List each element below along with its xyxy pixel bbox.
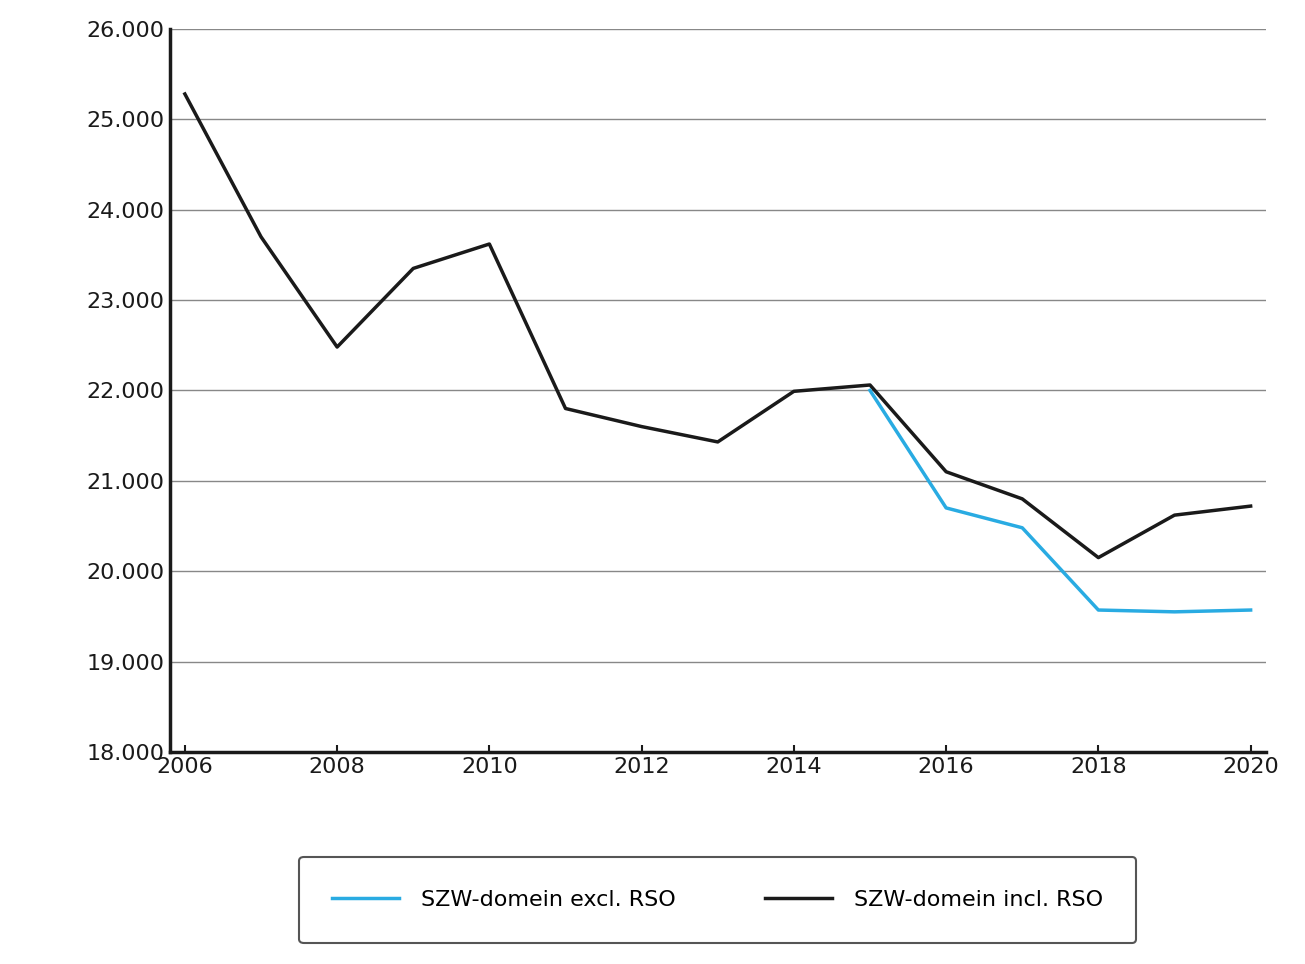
Legend: SZW-domein excl. RSO, SZW-domein incl. RSO: SZW-domein excl. RSO, SZW-domein incl. R…	[299, 857, 1137, 943]
